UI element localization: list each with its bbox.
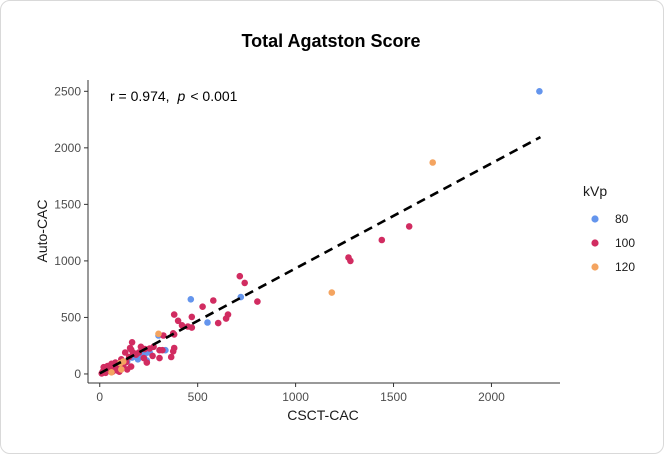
data-point-kvp-80: [187, 296, 195, 303]
data-point-kvp-100: [210, 297, 217, 304]
data-point-kvp-100: [170, 311, 178, 318]
legend-label-kvp-80: 80: [615, 212, 629, 226]
legend-label-kvp-100: 100: [615, 236, 635, 250]
legend-swatch-kvp-120: [591, 263, 599, 271]
y-tick-label: 1500: [54, 197, 81, 211]
data-point-kvp-100: [140, 354, 148, 362]
correlation-r: r = 0.974,: [110, 88, 170, 104]
data-point-kvp-100: [167, 353, 175, 361]
data-point-kvp-100: [156, 354, 163, 362]
y-axis-title: Auto-CAC: [34, 199, 50, 262]
legend-label-kvp-120: 120: [615, 260, 635, 274]
data-point-kvp-80: [204, 319, 211, 326]
data-point-kvp-100: [149, 352, 156, 360]
regression-line: [99, 135, 542, 375]
y-tick-label: 2500: [54, 84, 81, 98]
data-point-kvp-100: [188, 313, 196, 321]
data-point-kvp-100: [378, 236, 386, 244]
legend-swatch-kvp-80: [591, 215, 599, 223]
correlation-p-value: < 0.001: [190, 88, 237, 104]
legend: 80 100 120: [591, 212, 635, 274]
data-point-kvp-100: [214, 319, 222, 327]
data-point-kvp-100: [146, 345, 153, 352]
data-point-kvp-100: [123, 366, 131, 373]
legend-swatch-kvp-100: [591, 239, 599, 247]
y-tick-label: 0: [74, 367, 81, 381]
data-point-kvp-100: [241, 279, 248, 287]
data-point-kvp-100: [159, 346, 166, 354]
data-point-kvp-100: [128, 339, 136, 346]
data-point-kvp-100: [254, 298, 261, 305]
data-point-kvp-120: [108, 369, 115, 376]
x-tick-label: 0: [96, 390, 103, 404]
data-point-kvp-100: [222, 315, 230, 322]
data-point-kvp-120: [118, 366, 125, 373]
correlation-annotation: r = 0.974, p < 0.001: [110, 88, 238, 104]
x-tick-label: 1000: [282, 390, 309, 404]
data-point-kvp-100: [199, 303, 206, 311]
x-axis-title: CSCT-CAC: [287, 407, 359, 423]
data-point-kvp-100: [405, 223, 413, 230]
x-tick-label: 1500: [380, 390, 407, 404]
data-point-kvp-100: [236, 272, 244, 280]
data-point-kvp-120: [155, 330, 162, 338]
y-tick-label: 1000: [54, 254, 81, 268]
data-point-kvp-100: [347, 257, 354, 265]
data-point-kvp-120: [429, 159, 437, 166]
data-point-kvp-100: [170, 331, 178, 338]
y-tick-label: 500: [61, 310, 81, 324]
axis-ticks: 0 500 1000 1500 2000 0 500 1000 1500 2000 2500: [54, 84, 505, 404]
data-point-kvp-100: [129, 349, 137, 356]
y-tick-label: 2000: [54, 141, 81, 155]
correlation-p-symbol: p: [177, 88, 186, 104]
plot-area: [98, 88, 543, 377]
data-point-kvp-100: [169, 348, 177, 355]
data-point-kvp-120: [328, 289, 336, 296]
data-point-kvp-100: [121, 349, 129, 356]
x-tick-label: 500: [188, 390, 208, 404]
data-point-kvp-100: [174, 317, 182, 325]
chart-title: Total Agatston Score: [241, 31, 420, 51]
data-point-kvp-80: [536, 88, 543, 95]
x-tick-label: 2000: [478, 390, 505, 404]
legend-title: kVp: [583, 183, 607, 199]
